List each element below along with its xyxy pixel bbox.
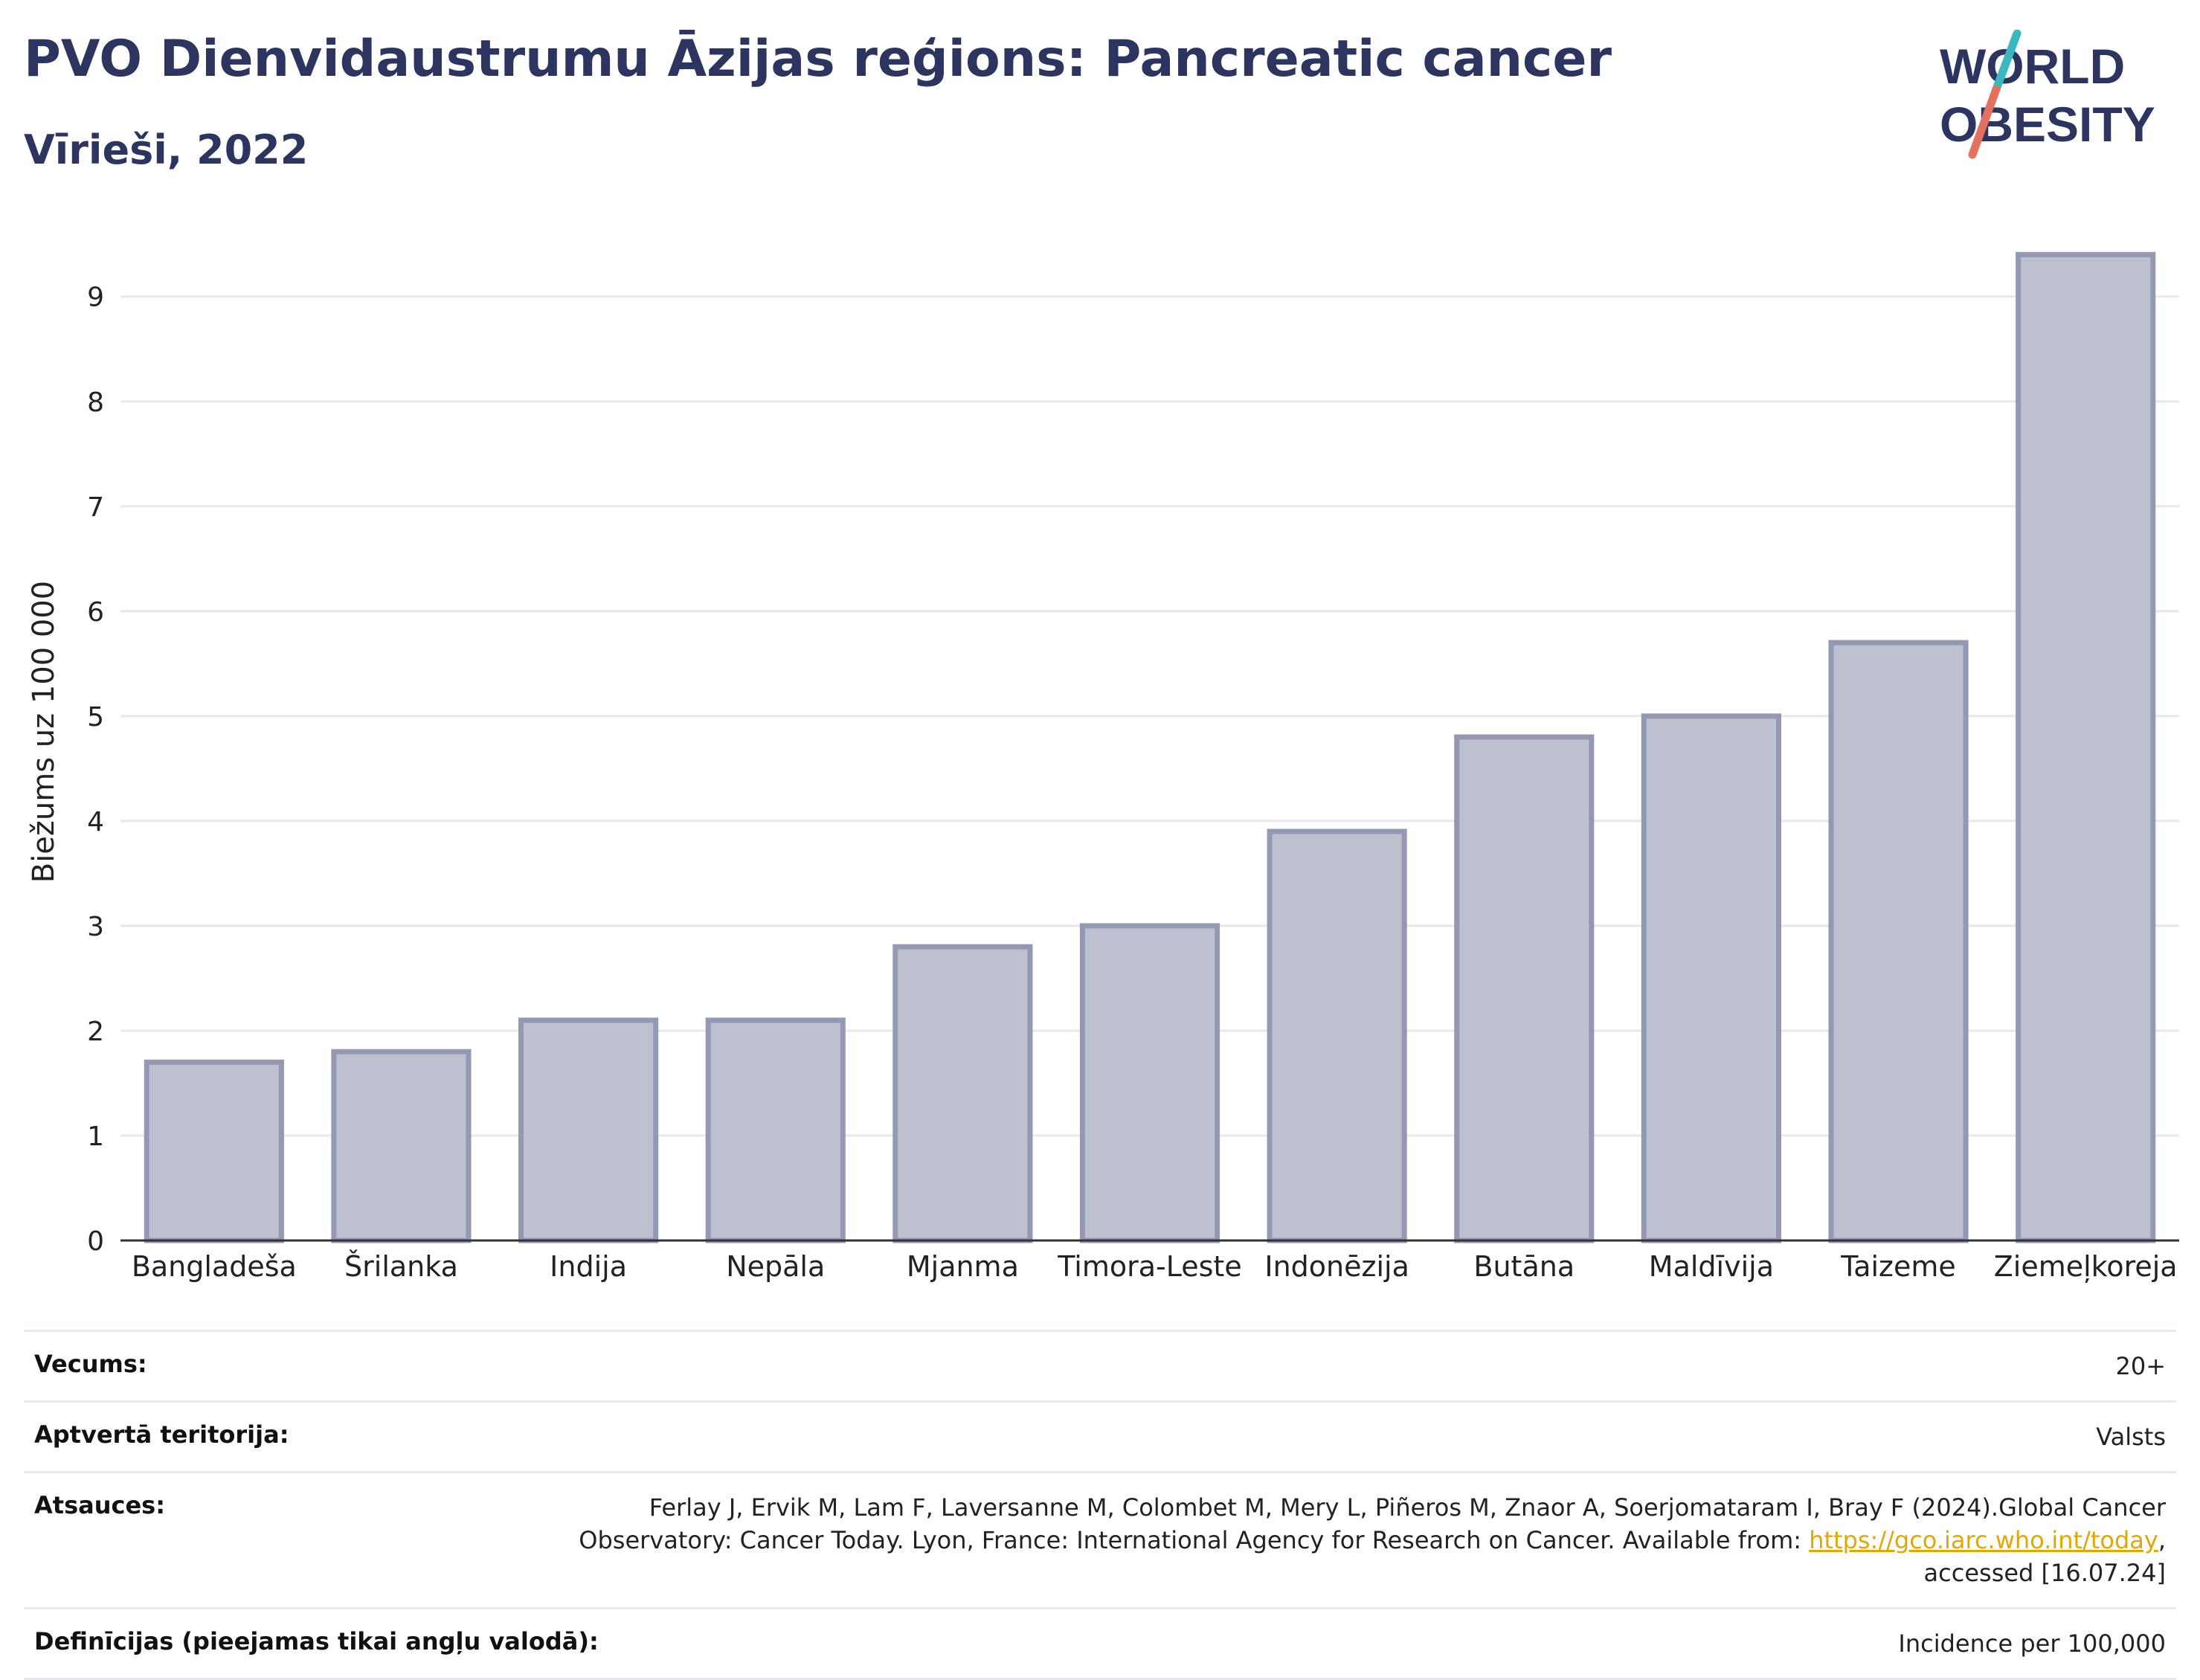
y-tick-label: 6 bbox=[87, 597, 104, 628]
y-tick-label: 0 bbox=[87, 1226, 104, 1257]
metadata-table: Vecums: 20+ Aptvertā teritorija: Valsts … bbox=[24, 1330, 2176, 1680]
x-tick-label: Timora-Leste bbox=[1057, 1250, 1241, 1283]
x-tick-label: Taizeme bbox=[1840, 1250, 1956, 1283]
meta-label-references: Atsauces: bbox=[34, 1491, 165, 1519]
y-tick-label: 8 bbox=[87, 387, 104, 418]
reference-line2: Observatory: Cancer Today. Lyon, France:… bbox=[579, 1526, 1810, 1554]
y-tick-label: 2 bbox=[87, 1017, 104, 1047]
y-axis-label: Biežums uz 100 000 bbox=[27, 581, 61, 884]
world-obesity-logo: WORLD OBESITY bbox=[1940, 30, 2155, 159]
x-tick-label: Nepāla bbox=[726, 1250, 825, 1283]
x-tick-label: Butāna bbox=[1473, 1250, 1575, 1283]
y-tick-labels: 0 1 2 3 4 5 6 7 8 9 bbox=[87, 283, 104, 1257]
reference-line1: Ferlay J, Ervik M, Lam F, Laversanne M, … bbox=[649, 1493, 2166, 1522]
bar bbox=[1828, 640, 1969, 1243]
meta-row-definitions: Definīcijas (pieejamas tikai angļu valod… bbox=[24, 1607, 2176, 1680]
meta-row-references: Atsauces: Ferlay J, Ervik M, Lam F, Lave… bbox=[24, 1471, 2176, 1607]
meta-value-coverage: Valsts bbox=[2096, 1423, 2166, 1451]
x-tick-label: Maldīvija bbox=[1649, 1250, 1774, 1283]
meta-value-age: 20+ bbox=[2115, 1352, 2166, 1380]
meta-value-definitions: Incidence per 100,000 bbox=[1898, 1629, 2166, 1658]
y-tick-label: 3 bbox=[87, 912, 104, 942]
bar bbox=[1641, 713, 1781, 1243]
bar-chart: 0 1 2 3 4 5 6 7 8 9 Bangladeša Šrilanka Indija Nepāl… bbox=[27, 251, 2179, 1283]
logo-slash-top bbox=[1992, 30, 2022, 94]
bar bbox=[1267, 828, 1407, 1243]
y-tick-label: 9 bbox=[87, 283, 104, 313]
y-tick-label: 4 bbox=[87, 807, 104, 837]
bar bbox=[331, 1049, 472, 1243]
y-tick-label: 5 bbox=[87, 702, 104, 733]
meta-label-age: Vecums: bbox=[34, 1350, 147, 1378]
logo-line2: OBESITY bbox=[1940, 97, 2155, 152]
x-tick-label: Indija bbox=[550, 1250, 627, 1283]
logo-line1: WORLD bbox=[1940, 39, 2125, 94]
page-title: PVO Dienvidaustrumu Āzijas reģions: Panc… bbox=[24, 30, 1612, 88]
y-tick-label: 7 bbox=[87, 492, 104, 523]
x-tick-label: Šrilanka bbox=[344, 1250, 458, 1283]
meta-row-coverage: Aptvertā teritorija: Valsts bbox=[24, 1400, 2176, 1471]
x-tick-label: Mjanma bbox=[907, 1250, 1019, 1283]
bar bbox=[892, 944, 1033, 1243]
x-tick-label: Bangladeša bbox=[132, 1250, 297, 1283]
bar bbox=[705, 1017, 846, 1243]
page-subtitle: Vīrieši, 2022 bbox=[24, 126, 309, 173]
meta-value-references: Ferlay J, Ervik M, Lam F, Laversanne M, … bbox=[579, 1491, 2166, 1589]
reference-line2-suffix: , bbox=[2158, 1526, 2166, 1554]
x-tick-label: Indonēzija bbox=[1264, 1250, 1409, 1283]
bar bbox=[518, 1017, 659, 1243]
bars bbox=[144, 251, 2156, 1243]
reference-link[interactable]: https://gco.iarc.who.int/today bbox=[1809, 1526, 2158, 1554]
bar bbox=[1079, 923, 1220, 1243]
meta-label-definitions: Definīcijas (pieejamas tikai angļu valod… bbox=[34, 1627, 599, 1655]
reference-line3: accessed [16.07.24] bbox=[1923, 1559, 2166, 1587]
x-tick-labels: Bangladeša Šrilanka Indija Nepāla Mjanma Timo… bbox=[132, 1250, 2178, 1283]
logo-slash-bottom bbox=[1968, 85, 2001, 159]
y-tick-label: 1 bbox=[87, 1121, 104, 1152]
meta-row-age: Vecums: 20+ bbox=[24, 1330, 2176, 1400]
x-tick-label: Ziemeļkoreja bbox=[1994, 1250, 2178, 1283]
bar bbox=[144, 1059, 284, 1243]
bar bbox=[2016, 251, 2156, 1243]
meta-label-coverage: Aptvertā teritorija: bbox=[34, 1420, 289, 1449]
bar bbox=[1454, 734, 1595, 1243]
